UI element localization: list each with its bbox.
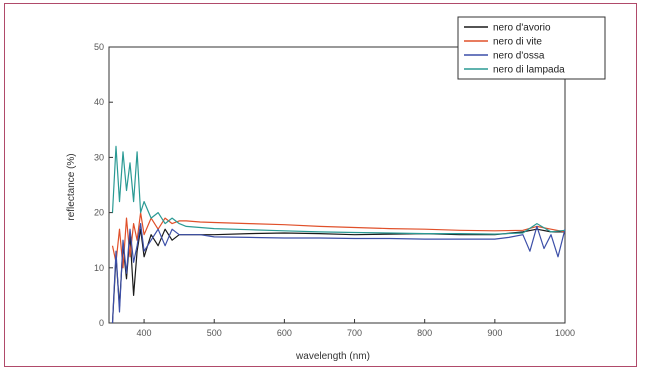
x-axis-label: wavelength (nm) [295, 351, 370, 362]
y-axis: 0 10 20 30 40 50 [94, 42, 113, 328]
y-axis-label: reflectance (%) [66, 153, 77, 220]
x-tick-label: 500 [207, 328, 222, 338]
x-tick-label: 800 [417, 328, 432, 338]
x-tick-label: 1000 [555, 328, 575, 338]
x-axis: 400 500 600 700 800 900 1000 [137, 319, 575, 338]
y-tick-label: 20 [94, 208, 104, 218]
series-line-3 [111, 145, 565, 235]
plot-border [108, 46, 566, 324]
legend-label: nero d'avorio [493, 23, 551, 34]
legend: nero d'avorio nero di vite nero d'ossa nero… [457, 16, 606, 80]
series-line-2 [111, 223, 565, 323]
series-line-1 [111, 212, 565, 269]
reflectance-chart: 400 500 600 700 800 900 1000 0 10 20 30 40 50 wavel… [66, 16, 606, 362]
y-tick-label: 0 [99, 318, 104, 328]
legend-label: nero di lampada [493, 65, 565, 76]
plot-area [108, 46, 566, 324]
legend-label: nero d'ossa [493, 51, 545, 62]
y-tick-label: 50 [94, 42, 104, 52]
x-tick-label: 700 [347, 328, 362, 338]
y-tick-label: 30 [94, 152, 104, 162]
x-tick-label: 600 [277, 328, 292, 338]
series-layer [111, 145, 565, 323]
chart-frame: 400 500 600 700 800 900 1000 0 10 20 30 40 50 wavel… [4, 3, 637, 367]
y-tick-label: 10 [94, 263, 104, 273]
x-tick-label: 900 [487, 328, 502, 338]
x-tick-label: 400 [137, 328, 152, 338]
y-tick-label: 40 [94, 97, 104, 107]
series-line-0 [111, 228, 565, 323]
legend-label: nero di vite [493, 37, 542, 48]
